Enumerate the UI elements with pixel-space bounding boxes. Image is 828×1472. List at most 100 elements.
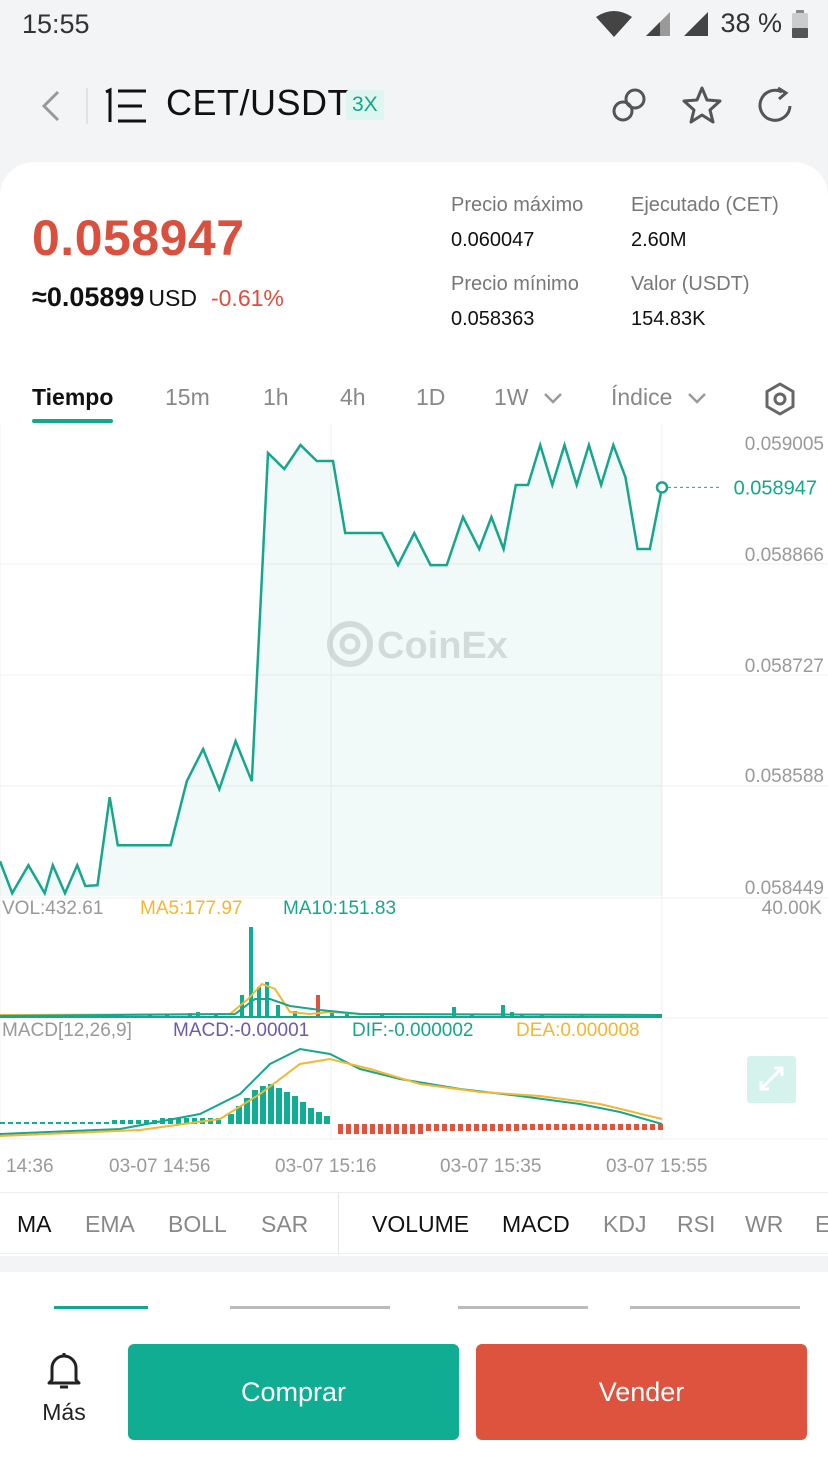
pair-title[interactable]: CET/USDT	[166, 82, 350, 123]
macd-bar	[418, 1124, 423, 1134]
coinex-watermark: CoinEx	[327, 621, 508, 667]
macd-value: MACD:-0.00001	[173, 1020, 309, 1041]
macd-bar	[514, 1124, 519, 1131]
macd-bar	[168, 1118, 173, 1124]
macd-bar	[562, 1124, 567, 1130]
price-line	[0, 440, 664, 897]
volume-bar	[293, 1011, 297, 1017]
macd-bar	[410, 1124, 415, 1134]
macd-params: MACD[12,26,9]	[2, 1020, 132, 1041]
macd-bar	[136, 1120, 141, 1124]
x-tick-label: 03-07 14:56	[109, 1156, 210, 1177]
y-tick-label: 0.058727	[745, 656, 824, 677]
back-arrow-icon[interactable]	[34, 86, 70, 126]
macd-bar	[252, 1090, 258, 1124]
macd-bar	[324, 1116, 330, 1124]
tab-4h[interactable]: 4h	[340, 384, 366, 410]
ind-ma[interactable]: MA	[17, 1211, 52, 1237]
tab-15m[interactable]: 15m	[165, 384, 210, 410]
macd-bar	[88, 1122, 93, 1124]
macd-bar	[466, 1124, 471, 1131]
macd-bar	[316, 1112, 322, 1124]
macd-bar	[128, 1120, 133, 1124]
buy-button[interactable]: Comprar	[128, 1344, 459, 1440]
battery-percent: 38 %	[720, 8, 782, 38]
macd-bar	[570, 1124, 575, 1130]
more-button[interactable]: Más	[38, 1352, 90, 1426]
macd-bar	[618, 1124, 623, 1130]
macd-bar	[104, 1122, 109, 1124]
macd-bar	[434, 1124, 439, 1131]
dif-line	[0, 1047, 663, 1135]
ind-boll[interactable]: BOLL	[168, 1211, 227, 1237]
chevron-down-icon	[544, 393, 562, 404]
macd-bar	[32, 1122, 37, 1124]
coinex-logo-ring	[327, 621, 373, 667]
macd-bar	[490, 1124, 495, 1131]
last-price-label: 0.058947	[734, 477, 817, 499]
ma5-label: MA5:177.97	[140, 898, 242, 919]
ind-volume[interactable]: VOLUME	[372, 1211, 470, 1237]
pair-header: CET/USDT 3X	[0, 60, 828, 150]
ma10-line	[0, 998, 663, 1017]
pair-list-icon[interactable]	[100, 86, 150, 126]
star-icon[interactable]	[681, 84, 723, 126]
macd-bar	[346, 1124, 351, 1134]
macd-bar	[426, 1124, 431, 1131]
volume-bar	[470, 1014, 474, 1017]
macd-bar	[120, 1120, 125, 1124]
last-price-dot	[655, 481, 669, 494]
ind-ema[interactable]: EMA	[85, 1211, 135, 1237]
indicator-divider	[338, 1193, 339, 1255]
macd-bar	[378, 1124, 383, 1134]
volume-bar	[452, 1007, 456, 1017]
tab-1h[interactable]: 1h	[263, 384, 289, 410]
wifi-icon	[596, 10, 633, 37]
ind-sar[interactable]: SAR	[261, 1211, 309, 1237]
tab-tiempo[interactable]: Tiempo	[32, 384, 114, 423]
usd-unit: USD	[148, 285, 197, 311]
macd-bar	[554, 1124, 559, 1130]
x-tick-label: 14:36	[6, 1156, 54, 1177]
macd-bar	[96, 1122, 101, 1124]
stat-label: Precio máximo	[451, 194, 584, 216]
macd-bar	[634, 1124, 639, 1130]
macd-bar	[442, 1124, 447, 1131]
volume-bar	[249, 927, 253, 1017]
price-area	[0, 445, 662, 896]
macd-bar	[546, 1124, 551, 1130]
macd-bar	[72, 1122, 77, 1124]
stat-value: 0.058363	[451, 308, 535, 330]
dea-line	[0, 1057, 663, 1137]
stat-label: Ejecutado (CET)	[631, 194, 779, 216]
macd-bar	[354, 1124, 359, 1134]
tab-1d[interactable]: 1D	[416, 384, 446, 410]
link-icon[interactable]	[608, 84, 650, 126]
ind-more[interactable]: E	[815, 1211, 828, 1237]
ind-rsi[interactable]: RSI	[677, 1211, 716, 1237]
bottom-action-bar: Más Comprar Vender	[0, 1272, 828, 1472]
tab-1w[interactable]: 1W	[494, 384, 563, 411]
macd-bar	[24, 1122, 29, 1124]
sell-button[interactable]: Vender	[476, 1344, 807, 1440]
macd-bar	[244, 1098, 250, 1124]
chart-settings-icon[interactable]	[764, 382, 796, 416]
macd-bar	[228, 1114, 234, 1124]
share-icon[interactable]	[754, 84, 796, 126]
price-chart[interactable]: CoinEx 0.059005 0.058866 0.058727 0.058588 0…	[0, 424, 828, 1192]
y-tick-label: 0.058449	[745, 878, 824, 899]
last-price-box	[722, 470, 828, 505]
macd-bar	[40, 1122, 45, 1124]
macd-bar	[386, 1124, 391, 1134]
macd-bar	[394, 1124, 399, 1134]
ind-kdj[interactable]: KDJ	[603, 1211, 647, 1237]
macd-bar	[458, 1124, 463, 1131]
usd-price: ≈0.05899 USD -0.61%	[32, 282, 284, 313]
ind-wr[interactable]: WR	[745, 1211, 784, 1237]
tab-indice[interactable]: Índice	[611, 384, 707, 411]
macd-bar	[338, 1124, 343, 1134]
ind-macd[interactable]: MACD	[502, 1211, 570, 1237]
macd-bar	[474, 1124, 479, 1131]
y-tick-label: 0.059005	[745, 434, 824, 455]
price-change: -0.61%	[210, 285, 284, 311]
